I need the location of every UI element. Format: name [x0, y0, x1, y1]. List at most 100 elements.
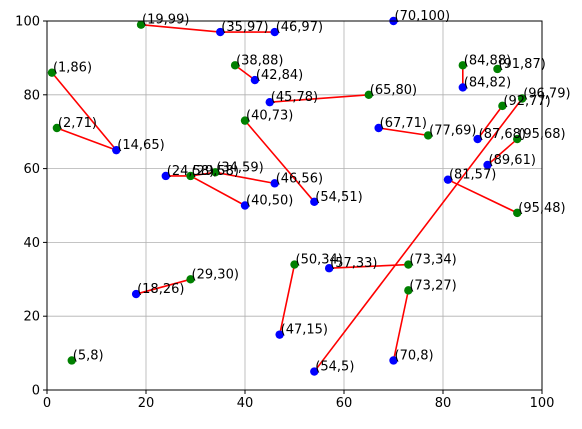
segment-line: [487, 138, 518, 166]
point-label: (50,34): [296, 253, 343, 268]
point-label: (46,56): [276, 171, 323, 186]
blue-point: [270, 27, 279, 37]
y-tick-label: 40: [23, 236, 40, 251]
blue-point: [216, 27, 225, 37]
x-tick-label: 100: [530, 396, 555, 411]
blue-point: [275, 330, 284, 339]
point-label: (47,15): [281, 323, 328, 338]
point-label: (24,58): [167, 164, 214, 179]
point-label: (40,73): [246, 109, 293, 124]
point-label: (67,71): [380, 116, 427, 131]
point-label: (19,99): [142, 13, 189, 28]
green-point: [423, 131, 433, 140]
point-label: (5,8): [73, 348, 104, 363]
point-label: (81,57): [449, 168, 496, 183]
blue-point: [310, 367, 319, 376]
green-point: [458, 61, 467, 70]
blue-point: [458, 83, 467, 92]
point-label: (84,82): [464, 75, 511, 90]
point-label: (34,59): [216, 160, 263, 175]
segment-line: [477, 105, 504, 140]
segment-line: [190, 175, 246, 207]
point-label: (84,88): [464, 53, 511, 68]
point-label: (70,8): [395, 348, 434, 363]
green-point: [498, 101, 507, 111]
y-tick-label: 100: [15, 15, 40, 30]
blue-point: [112, 145, 121, 155]
point-label: (70,100): [395, 9, 451, 24]
blue-point: [473, 134, 482, 144]
y-tick-label: 0: [32, 384, 40, 399]
green-point: [136, 20, 146, 29]
point-label: (89,61): [489, 153, 536, 168]
point-label: (96,79): [523, 86, 570, 101]
point-label: (54,5): [315, 360, 354, 375]
blue-point: [324, 264, 334, 273]
blue-point: [389, 356, 398, 365]
data-points: [47, 16, 527, 376]
green-point: [186, 171, 195, 181]
segment-line: [447, 178, 518, 214]
y-tick-label: 60: [23, 162, 40, 177]
point-label: (57,33): [330, 256, 377, 271]
green-point: [67, 356, 76, 365]
point-label: (45,78): [271, 90, 318, 105]
blue-point: [443, 175, 453, 184]
x-tick-label: 80: [435, 396, 452, 411]
blue-point: [161, 171, 170, 181]
green-point: [364, 90, 373, 100]
point-label: (2,71): [58, 116, 97, 131]
segment-line: [244, 120, 315, 203]
y-tick-label: 20: [23, 310, 40, 325]
segment-line: [378, 127, 429, 137]
segment-line: [135, 278, 191, 295]
point-label: (54,51): [315, 190, 362, 205]
plot-frame: [46, 20, 543, 391]
green-point: [404, 260, 413, 269]
blue-point: [310, 197, 319, 207]
segment-line: [51, 72, 117, 151]
blue-point: [374, 123, 383, 133]
green-point: [290, 260, 299, 269]
y-tick-label: 80: [23, 88, 40, 103]
segment-line: [269, 94, 369, 103]
green-point: [230, 61, 240, 70]
x-tick-label: 60: [336, 396, 353, 411]
green-point: [186, 275, 195, 284]
segment-line: [329, 263, 409, 270]
blue-point: [240, 201, 250, 210]
point-label: (77,69): [429, 123, 476, 138]
point-label: (42,84): [256, 68, 303, 83]
point-label: (91,87): [498, 57, 545, 72]
point-label: (73,34): [409, 253, 456, 268]
x-tick-label: 0: [43, 396, 51, 411]
green-point: [47, 68, 57, 77]
point-label: (46,97): [276, 20, 323, 35]
green-point: [211, 168, 220, 177]
green-point: [52, 123, 62, 133]
point-label: (14,65): [117, 138, 164, 153]
green-point: [518, 94, 527, 103]
point-label: (38,88): [236, 53, 283, 68]
x-tick-label: 40: [237, 396, 254, 411]
x-tick-label: 20: [138, 396, 155, 411]
green-point: [404, 286, 413, 295]
green-point: [240, 116, 250, 125]
point-label: (40,50): [246, 194, 293, 209]
blue-point: [131, 289, 141, 299]
blue-point: [270, 179, 279, 188]
point-label: (29,30): [192, 267, 239, 282]
segment-line: [392, 290, 410, 361]
point-label: (18,26): [137, 282, 184, 297]
blue-point: [250, 75, 260, 85]
point-labels: (19,99) (35,97) (46,97) (70,100) (38,88)(42,…: [53, 9, 571, 375]
segment-line: [313, 98, 523, 373]
segment-line: [56, 127, 117, 151]
green-point: [513, 134, 522, 144]
point-label: (35,97): [221, 20, 268, 35]
point-label: (73,27): [409, 278, 456, 293]
green-point: [493, 64, 502, 74]
blue-point: [483, 160, 492, 170]
